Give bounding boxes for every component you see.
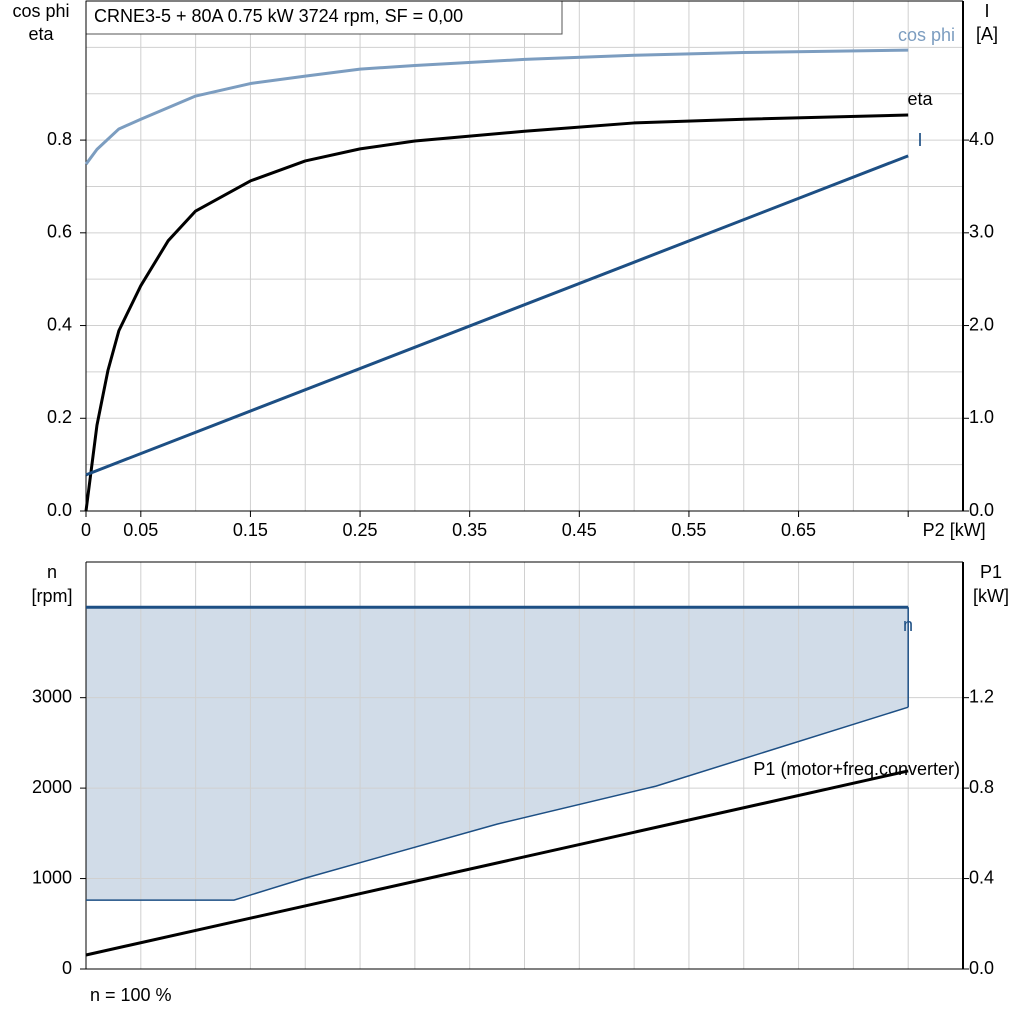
series-line [84,48,909,166]
y2-axis-label: [kW] [973,586,1009,606]
y2-axis-label: P1 [980,562,1002,582]
x-tick-label: 0.25 [343,520,378,540]
lower-line [86,706,909,901]
x-tick-label: 0.55 [671,520,706,540]
y2-tick-label: 0.0 [969,500,994,520]
y-tick-label: 3000 [32,686,72,706]
series-label: I [917,130,922,150]
y2-tick-label: 2.0 [969,314,994,334]
y-axis-label: cos phi [12,1,69,21]
x-tick-label: 0 [81,520,91,540]
y-axis-label: eta [28,24,54,44]
y-axis-label: n [47,562,57,582]
chart-title: CRNE3-5 + 80A 0.75 kW 3724 rpm, SF = 0,0… [94,6,463,26]
series-label: cos phi [898,25,955,45]
y-tick-label: 2000 [32,777,72,797]
y2-tick-label: 4.0 [969,129,994,149]
series-line [85,769,909,957]
y-tick-label: 1000 [32,867,72,887]
y-tick-label: 0.8 [47,129,72,149]
x-tick-label: 0.45 [562,520,597,540]
y-tick-label: 0.2 [47,407,72,427]
y-tick-label: 0.6 [47,222,72,242]
series-line [85,154,909,477]
y2-tick-label: 0.8 [969,777,994,797]
series-label: n [903,615,913,635]
y-tick-label: 0.4 [47,314,72,334]
series-label: P1 (motor+freq.converter) [753,759,960,779]
y-axis-label: [rpm] [31,586,72,606]
y-tick-label: 0.0 [47,500,72,520]
x-tick-label: P2 [kW] [923,520,986,540]
y2-tick-label: 3.0 [969,222,994,242]
y2-axis-label: [A] [976,24,998,44]
x-tick-label: 0.05 [123,520,158,540]
y2-axis-label: I [984,1,989,21]
x-tick-label: 0.35 [452,520,487,540]
y-tick-label: 0 [62,958,72,978]
y2-tick-label: 0.0 [969,958,994,978]
series-label: eta [907,89,933,109]
note: n = 100 % [90,985,172,1005]
area-fill [86,607,909,901]
y2-tick-label: 1.2 [969,686,994,706]
x-tick-label: 0.15 [233,520,268,540]
x-tick-label: 0.65 [781,520,816,540]
y2-tick-label: 0.4 [969,867,994,887]
series-line [84,113,909,512]
y2-tick-label: 1.0 [969,407,994,427]
